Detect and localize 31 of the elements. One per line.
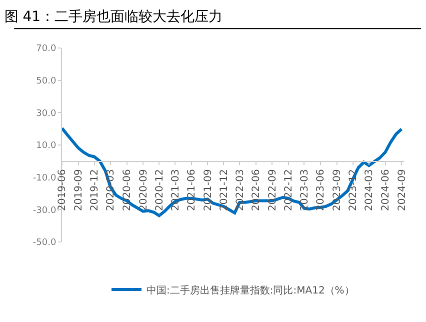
y-tick-label: 50.0 [36,76,56,86]
x-tick-label: 2022-03 [234,169,246,211]
y-tick-label: 70.0 [36,44,56,54]
chart-title: 图 41：二手房也面临较大去化压力 [4,9,223,26]
x-tick-label: 2023-12 [348,169,360,211]
x-tick-label: 2022-09 [267,169,278,211]
x-tick-label: 2019-12 [90,169,101,211]
x-tick-label: 2019-09 [74,169,85,211]
x-tick-label: 2023-06 [316,169,327,211]
y-tick-label: 10.0 [36,141,56,152]
x-tick-label: 2021-06 [186,169,198,211]
y-tick-label: -30.0 [32,206,56,216]
y-tick-label: -50.0 [32,238,56,248]
x-tick-label: 2020-03 [106,169,117,211]
x-tick-label: 2021-03 [170,169,182,211]
x-tick-label: 2022-12 [284,169,295,211]
x-tick-label: 2021-09 [202,169,214,211]
y-tick-label: 30.0 [36,108,56,119]
x-tick-label: 2023-09 [332,169,344,211]
x-tick-label: 2021-12 [218,169,230,211]
x-tick-label: 2020-06 [122,169,134,211]
x-tick-label: 2023-03 [299,169,310,211]
x-tick-label: 2020-09 [138,169,150,211]
x-tick-label: 2024-06 [380,169,392,211]
x-tick-label: 2024-09 [396,169,408,211]
x-tick-label: 2020-12 [154,169,166,211]
x-tick-label: 2024-03 [364,169,376,211]
x-tick-label: 2019-06 [57,169,68,211]
x-tick-label: 2022-06 [251,169,262,211]
legend-label: 中国:二手房出售挂牌量指数:同比:MA12（%） [146,284,354,296]
y-tick-label: -10.0 [32,173,56,184]
